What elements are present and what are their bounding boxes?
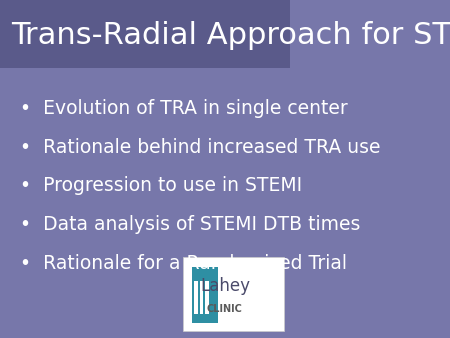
Text: •  Evolution of TRA in single center: • Evolution of TRA in single center — [20, 99, 348, 118]
FancyBboxPatch shape — [183, 257, 284, 331]
FancyBboxPatch shape — [200, 281, 203, 314]
FancyBboxPatch shape — [192, 267, 218, 323]
FancyBboxPatch shape — [0, 0, 290, 68]
Text: •  Data analysis of STEMI DTB times: • Data analysis of STEMI DTB times — [20, 215, 361, 234]
Text: Lahey: Lahey — [200, 276, 250, 295]
Text: •  Rationale behind increased TRA use: • Rationale behind increased TRA use — [20, 138, 381, 156]
Text: •  Progression to use in STEMI: • Progression to use in STEMI — [20, 176, 302, 195]
Text: Trans-Radial Approach for STEMI: Trans-Radial Approach for STEMI — [12, 21, 450, 50]
Text: •  Rationale for a Randomized Trial: • Rationale for a Randomized Trial — [20, 254, 347, 273]
FancyBboxPatch shape — [194, 281, 198, 314]
Text: CLINIC: CLINIC — [207, 304, 243, 314]
FancyBboxPatch shape — [206, 281, 209, 314]
